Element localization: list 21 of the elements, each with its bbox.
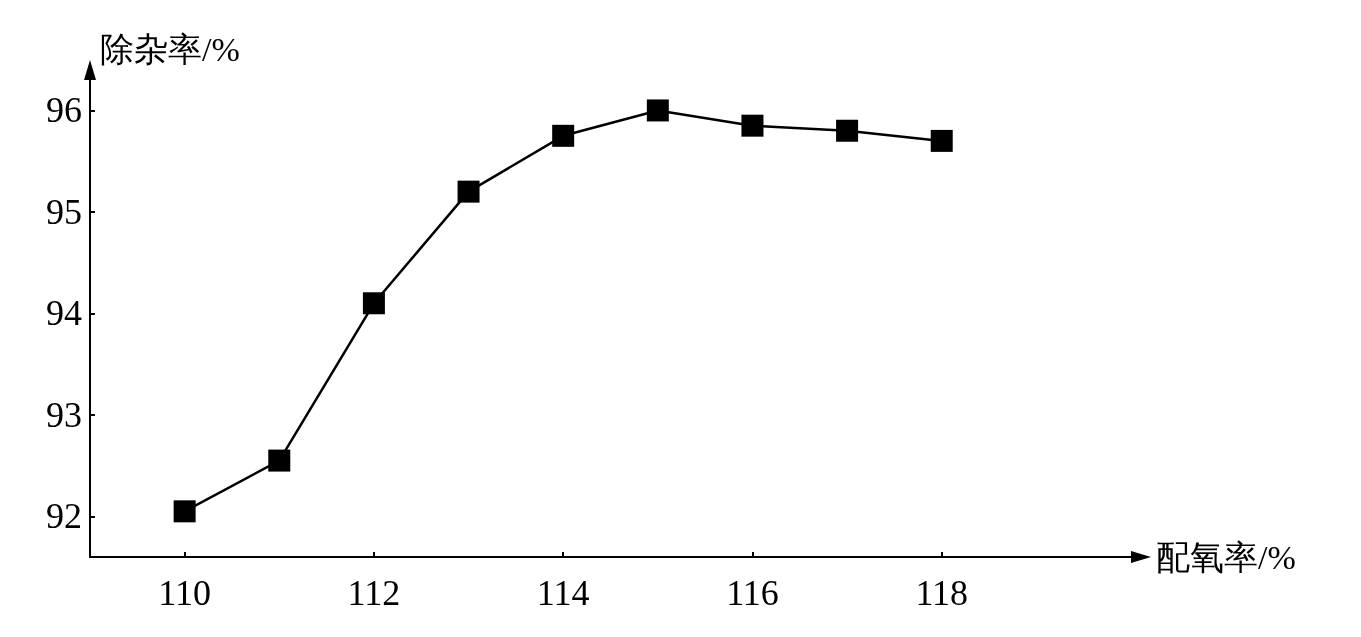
- y-tick-label: 93: [46, 394, 82, 435]
- point: [741, 114, 764, 137]
- y-tick-label: 96: [46, 90, 82, 131]
- x-tick-label: 112: [347, 573, 401, 613]
- x-tick-label: 116: [726, 573, 779, 613]
- point: [552, 124, 575, 147]
- x-tick-label: 110: [158, 573, 211, 613]
- point: [362, 292, 385, 315]
- y-tick-label: 95: [46, 191, 82, 232]
- point: [173, 500, 196, 523]
- point: [836, 119, 859, 142]
- y-tick-label: 94: [46, 293, 82, 334]
- x-axis-title: 配氧率/%: [1156, 538, 1296, 576]
- point: [457, 180, 480, 203]
- x-tick-label: 118: [915, 573, 969, 613]
- y-tick-label: 92: [46, 496, 82, 537]
- point: [268, 449, 291, 472]
- y-axis-title: 除杂率/%: [100, 30, 240, 68]
- point: [930, 129, 953, 152]
- point: [646, 99, 669, 122]
- x-tick-label: 114: [536, 573, 590, 613]
